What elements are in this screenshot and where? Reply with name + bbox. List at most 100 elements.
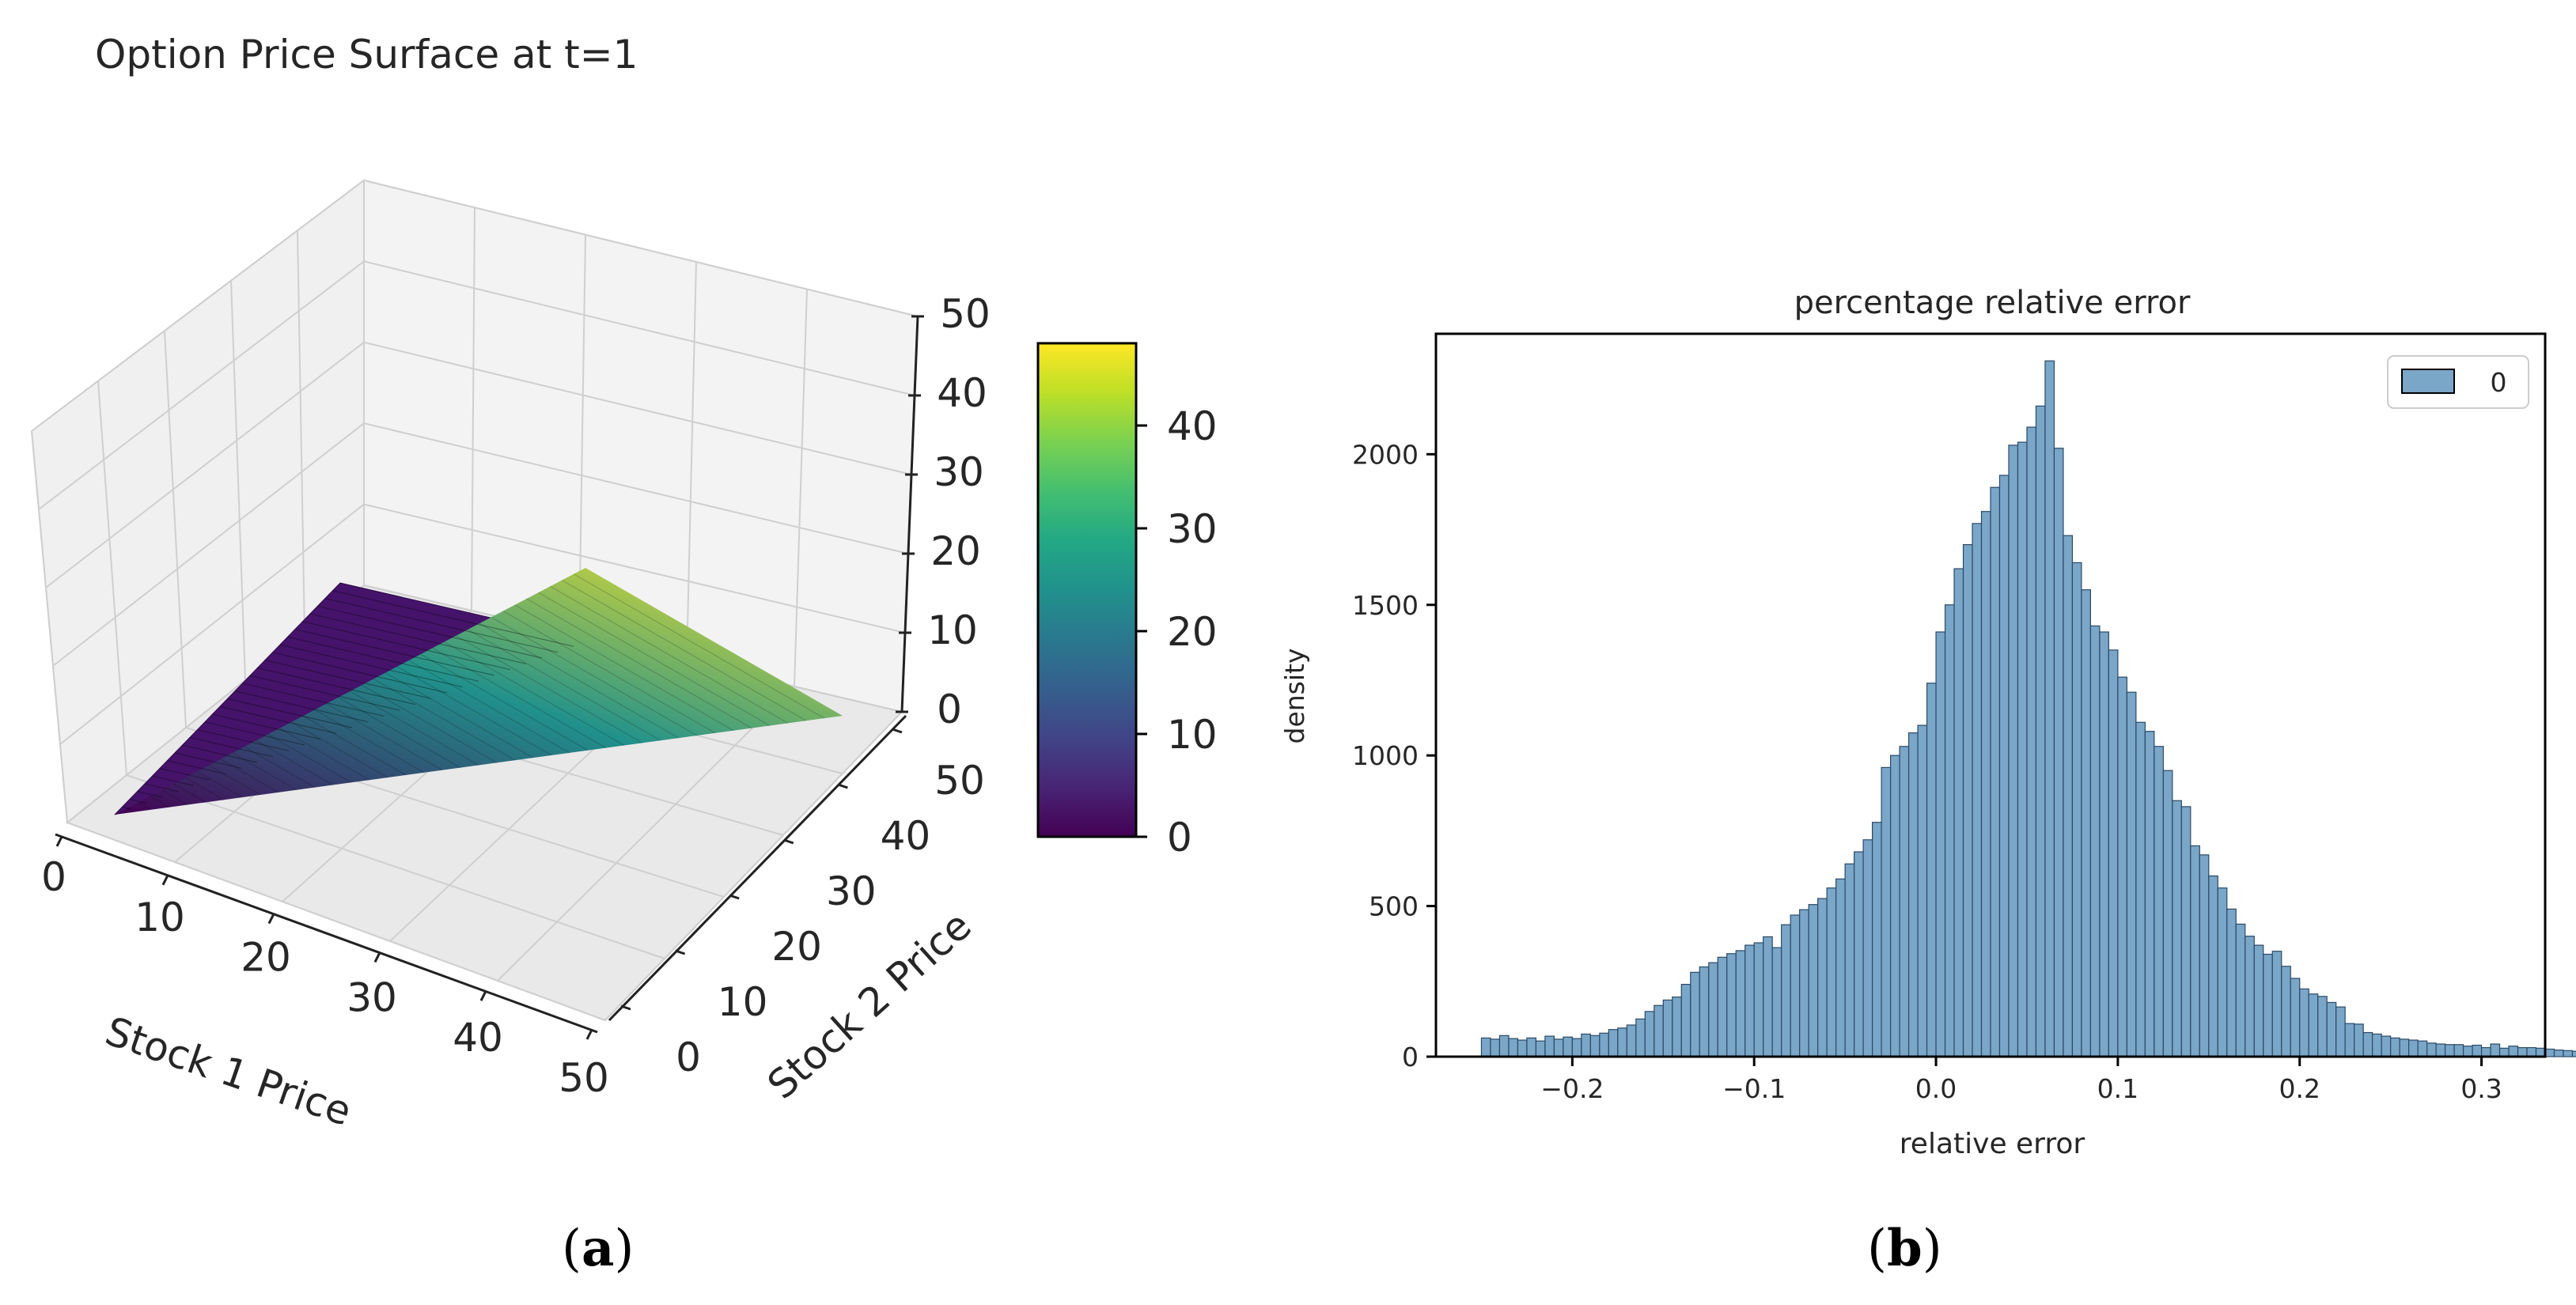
histogram-bar (2498, 1047, 2510, 1057)
histogram-bar (2154, 746, 2164, 1057)
histogram-bar (1899, 746, 1910, 1057)
mesh-line-flat (302, 621, 511, 671)
x-tick-label: 10 (134, 895, 185, 940)
histogram-bar (1672, 996, 1682, 1057)
histogram-bar (1498, 1035, 1510, 1057)
x-tick-label: 0 (41, 854, 66, 900)
grid-line-x-wall (471, 207, 475, 611)
mesh-line-flat (174, 752, 242, 769)
histogram-bar (1817, 898, 1828, 1057)
histogram-bar (1644, 1011, 1655, 1057)
histogram-bar (1563, 1036, 1573, 1057)
histogram-bar (2208, 875, 2218, 1057)
mesh-line-flat (212, 713, 321, 740)
mesh-line-flat (234, 690, 369, 723)
histogram-bar (1480, 1037, 1491, 1057)
chart-a-title: Option Price Surface at t=1 (95, 32, 638, 78)
y-tick-label: 0 (676, 1035, 701, 1080)
histogram-bar (2117, 676, 2127, 1057)
mesh-line-flat (294, 629, 495, 676)
histogram-bar (2508, 1046, 2519, 1057)
mesh-line-flat (189, 736, 274, 758)
histogram-bar (1753, 942, 1764, 1057)
y-tick-label: 10 (718, 979, 768, 1025)
histogram-bar (2126, 691, 2137, 1057)
histogram-bar (1862, 839, 1873, 1057)
grid-line-x-wall (794, 289, 808, 687)
histogram-bar (2354, 1023, 2364, 1057)
x-tick (267, 913, 275, 925)
y-tick-label: 1000 (1352, 740, 1419, 771)
mesh-line-flat (204, 721, 305, 746)
histogram-bar (1854, 851, 1864, 1057)
z-axis-line (900, 316, 919, 713)
histogram-bar (1771, 947, 1782, 1057)
mesh-line (150, 796, 170, 808)
histogram-bar (2263, 953, 2273, 1057)
mesh-line (408, 660, 570, 754)
histogram-bar (1508, 1038, 1519, 1057)
histogram-bar (1535, 1040, 1546, 1057)
histogram-bar (1744, 944, 1755, 1057)
x-axis-label: Stock 1 Price (100, 1008, 357, 1135)
x-tick-label: −0.2 (1540, 1073, 1604, 1104)
x-tick-label: 50 (559, 1055, 609, 1101)
histogram-bar (2472, 1044, 2483, 1057)
histogram-bar (1962, 543, 1973, 1057)
mesh-line (338, 697, 461, 769)
plot-frame (1434, 332, 2547, 1058)
histogram-bar (2444, 1044, 2455, 1057)
y-tick (783, 838, 794, 845)
x-tick-label: 40 (453, 1015, 503, 1061)
mesh-line (373, 678, 516, 761)
mesh-line (278, 728, 370, 781)
mesh-line (502, 611, 716, 734)
grid-line-x-wall (686, 262, 697, 662)
z-tick-label: 30 (934, 449, 984, 495)
option-price-surface (114, 568, 843, 815)
histogram-bar (2372, 1033, 2382, 1057)
mesh-line-flat (122, 806, 131, 810)
mesh-line-flat (152, 775, 195, 786)
y-axis-ticks: 0 500 1000 1500 2000 (1352, 439, 1436, 1072)
grid-line-y-wall (164, 331, 187, 728)
histogram-bar (1626, 1024, 1637, 1057)
y-tick-label: 0 (1402, 1042, 1419, 1072)
histogram-bar (2408, 1039, 2419, 1057)
x-tick-label: 0.0 (1915, 1073, 1957, 1104)
histogram-bar (1726, 953, 1737, 1057)
histogram-bar (2063, 535, 2074, 1057)
histogram-bar (2271, 951, 2282, 1057)
z-axis: 0 10 20 30 40 50 (896, 291, 991, 732)
mesh-line (432, 647, 607, 749)
mesh-line (491, 616, 698, 736)
colorbar-body (1036, 342, 1138, 838)
panel-b-histogram: percentage relative error −0.2 −0.1 0.0 0.1… (1279, 285, 2576, 1278)
histogram-bar (2490, 1043, 2501, 1057)
mesh-line-flat (332, 590, 574, 647)
grid-line-x (497, 686, 795, 982)
colorbar-tick-label: 10 (1167, 712, 1218, 758)
mesh-line (244, 746, 316, 789)
histogram-bar (2344, 1023, 2355, 1057)
mesh-line (314, 709, 425, 774)
mesh-line (267, 734, 352, 783)
mesh-line (138, 801, 152, 811)
histogram-bar (2008, 444, 2019, 1057)
histogram-bar (2399, 1038, 2410, 1057)
mesh-line (350, 690, 479, 766)
histogram-bar (2290, 978, 2301, 1057)
x-axis: 0 10 20 30 40 50 (41, 833, 609, 1101)
histogram-bar (2162, 770, 2173, 1057)
histogram-bar (2480, 1046, 2491, 1057)
mesh-line-flat (219, 705, 337, 734)
histogram-bar (1953, 568, 1964, 1057)
histogram-bar (1699, 966, 1710, 1057)
chart-b-title: percentage relative error (1794, 285, 2191, 321)
y-tick (675, 949, 686, 955)
histogram-bar (1872, 822, 1882, 1057)
y-tick (892, 728, 903, 734)
histogram-bar (2081, 589, 2092, 1057)
